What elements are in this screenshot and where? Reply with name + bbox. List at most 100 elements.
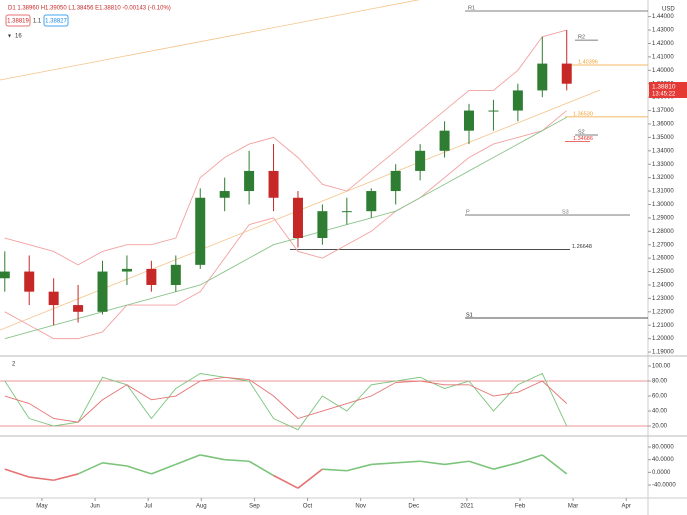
oscillator-line xyxy=(4,372,568,431)
x-tick-label: Jul xyxy=(144,504,152,510)
momentum-segment xyxy=(346,463,372,472)
candle-body xyxy=(73,305,84,312)
level-label: 1.36530 xyxy=(573,111,593,117)
overlay-line xyxy=(4,116,567,340)
y-tick-label: 1.36000 xyxy=(652,122,674,128)
buy-box[interactable] xyxy=(43,14,69,27)
candle-body xyxy=(464,110,475,131)
momentum-segment xyxy=(420,460,445,466)
level-label: S2 xyxy=(578,129,585,135)
momentum-segment xyxy=(126,465,152,475)
y-tick-label: 1.22000 xyxy=(652,309,674,315)
overlay-line xyxy=(4,29,567,266)
sell-box[interactable] xyxy=(5,14,31,27)
sell-price: 1.38819 xyxy=(7,19,29,25)
x-tick-label: Mar xyxy=(568,504,578,510)
y-tick-label: 1.23000 xyxy=(652,296,674,302)
y-tick-label: 60.00 xyxy=(652,394,668,400)
momentum-segment xyxy=(322,468,347,472)
y-tick-label: 80.0000 xyxy=(652,445,674,451)
momentum-segment xyxy=(53,473,79,482)
last-price: 1.38810 xyxy=(652,84,676,91)
candle-body xyxy=(0,271,10,279)
x-tick-label: Feb xyxy=(515,504,526,510)
y-tick-label: 1.27000 xyxy=(652,242,674,248)
candle-body xyxy=(390,170,401,192)
y-tick-label: 100.00 xyxy=(652,364,671,370)
level-label: R1 xyxy=(468,5,475,11)
y-tick-label: 1.30000 xyxy=(652,202,674,208)
y-tick-label: 1.35000 xyxy=(652,135,674,141)
momentum-segment xyxy=(493,462,519,470)
y-tick-label: 80.00 xyxy=(652,379,668,385)
momentum-segment xyxy=(297,468,323,489)
candle-body xyxy=(439,130,450,151)
level-label: 1.34686 xyxy=(573,136,593,142)
momentum-segment xyxy=(395,460,421,464)
x-tick-label: May xyxy=(36,504,47,510)
candle-body xyxy=(97,271,108,312)
x-tick-label: Dec xyxy=(408,504,419,510)
level-label: 1.40396 xyxy=(578,59,598,65)
candle-body xyxy=(121,268,132,272)
spread: 1.1 xyxy=(33,19,42,25)
y-tick-label: 1.24000 xyxy=(652,283,674,289)
candle-body xyxy=(244,170,255,192)
momentum-segment xyxy=(248,460,274,477)
x-tick-label: Oct xyxy=(303,504,313,510)
y-tick-label: 0.0000 xyxy=(652,470,671,476)
x-tick-label: Jun xyxy=(90,504,100,510)
y-tick-label: 1.32000 xyxy=(652,175,674,181)
y-tick-label: 1.31000 xyxy=(652,189,674,195)
indicator-count: 16 xyxy=(15,34,22,40)
candle-body xyxy=(415,150,426,171)
level-label: S3 xyxy=(562,210,569,216)
candle-body xyxy=(561,63,572,84)
last-price-box xyxy=(649,82,687,98)
trend-channel xyxy=(0,0,420,81)
x-tick-label: Aug xyxy=(196,504,207,510)
candle-body xyxy=(512,90,523,111)
y-tick-label: 40.00 xyxy=(652,409,668,415)
y-tick-label: 1.19000 xyxy=(652,350,674,356)
y-tick-label: 1.44000 xyxy=(652,14,674,20)
momentum-segment xyxy=(517,454,543,464)
candle-body xyxy=(366,191,377,212)
momentum-segment xyxy=(224,458,250,463)
x-tick-label: Nov xyxy=(355,504,366,510)
y-tick-label: 1.26000 xyxy=(652,256,674,262)
candle-body xyxy=(170,264,181,285)
ohlc-legend: D1 1.38960 H1.39050 L1.38456 E1.38810 -0… xyxy=(8,6,171,12)
momentum-segment xyxy=(273,474,299,489)
countdown: 13:45:22 xyxy=(652,92,676,98)
momentum-segment xyxy=(175,454,201,466)
candle-body xyxy=(292,197,303,239)
candle-body xyxy=(146,268,157,285)
candle-body xyxy=(341,211,352,213)
momentum-segment xyxy=(541,454,568,475)
x-tick-label: 2021 xyxy=(460,504,474,510)
level-label: P xyxy=(466,210,470,216)
momentum-segment xyxy=(77,462,103,475)
candle-body xyxy=(24,271,35,292)
buy-price: 1.38827 xyxy=(45,19,67,25)
y-tick-label: 1.34000 xyxy=(652,148,674,154)
candle-body xyxy=(488,110,499,112)
y-tick-label: 40.0000 xyxy=(652,457,674,463)
candle-body xyxy=(219,191,230,198)
candle-body xyxy=(317,211,328,239)
candle-body xyxy=(268,170,279,198)
indicator-toggle[interactable]: ▾ xyxy=(8,34,11,40)
oscillator-label: 2 xyxy=(12,362,16,368)
y-tick-label: 1.28000 xyxy=(652,229,674,235)
x-tick-label: Apr xyxy=(622,504,631,510)
momentum-segment xyxy=(371,462,396,466)
oscillator-line xyxy=(4,376,568,423)
momentum-segment xyxy=(200,454,225,461)
y-tick-label: 20.00 xyxy=(652,424,668,430)
y-tick-label: 1.37000 xyxy=(652,108,674,114)
y-tick-label: 1.21000 xyxy=(652,323,674,329)
momentum-segment xyxy=(444,460,470,466)
